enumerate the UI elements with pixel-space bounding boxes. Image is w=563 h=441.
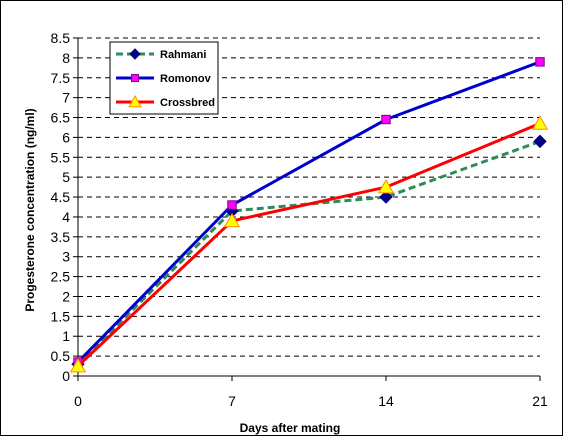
- data-point-crossbred: [69, 357, 87, 373]
- series-line-rahmani: [76, 139, 541, 366]
- data-point-crossbred: [377, 178, 395, 194]
- series-line-romonov: [76, 60, 541, 364]
- data-point-crossbred: [531, 115, 549, 130]
- y-tick-label: 5: [62, 169, 70, 185]
- legend-label: Romonov: [160, 73, 212, 85]
- legend-entry: Rahmani: [116, 48, 206, 61]
- x-tick-label: 7: [228, 393, 236, 409]
- data-point-romonov: [535, 57, 545, 67]
- legend-marker: [128, 94, 142, 108]
- x-axis-title: Days after mating: [240, 421, 341, 435]
- y-tick-label: 2: [62, 288, 70, 304]
- legend-marker: [131, 74, 139, 82]
- y-tick-label: 1.5: [51, 308, 71, 324]
- x-tick-label: 14: [378, 393, 394, 409]
- y-tick-label: 4: [62, 209, 70, 225]
- data-point-romonov: [227, 200, 237, 210]
- y-tick-label: 7: [62, 90, 70, 106]
- data-point-rahmani: [533, 134, 547, 149]
- y-tick-label: 8.5: [51, 30, 71, 46]
- data-point-romonov: [381, 114, 391, 125]
- y-tick-label: 3: [62, 249, 70, 265]
- x-tick-label: 21: [532, 393, 548, 409]
- data-point-rahmani: [379, 190, 393, 204]
- y-tick-label: 6: [62, 129, 70, 145]
- y-tick-label: 6.5: [51, 110, 71, 126]
- y-axis-title: Progesterone concentration (ng/ml): [23, 108, 37, 311]
- data-series: [69, 57, 549, 373]
- legend-label: Crossbred: [160, 97, 215, 109]
- x-tick-label: 0: [74, 393, 82, 409]
- legend-entry: Romonov: [116, 73, 212, 85]
- y-tick-label: 0.5: [51, 348, 71, 364]
- legend: Rahmani Romonov Crossbred: [109, 41, 219, 115]
- y-tick-label: 5.5: [51, 149, 71, 165]
- legend-entry: Crossbred: [116, 94, 215, 109]
- x-tick-labels: 0 7 14 21: [74, 393, 548, 409]
- data-point-crossbred: [223, 212, 241, 228]
- y-tick-labels: 0 0.5 1 1.5 2 2.5 3 3.5 4 4.5 5 5.5 6 6.5 7 7.5 8 8.5: [51, 30, 71, 384]
- series-crossbred: [69, 115, 549, 373]
- y-tick-label: 4.5: [51, 189, 71, 205]
- y-tick-label: 8: [62, 50, 70, 66]
- y-tick-label: 2.5: [51, 269, 71, 285]
- legend-marker: [129, 48, 141, 60]
- axes: [73, 37, 541, 381]
- series-line-crossbred: [76, 122, 541, 368]
- y-tick-label: 3.5: [51, 229, 71, 245]
- legend-label: Rahmani: [160, 49, 206, 61]
- y-tick-label: 7.5: [51, 70, 71, 86]
- y-tick-label: 1: [62, 328, 70, 344]
- y-tick-label: 0: [62, 368, 70, 384]
